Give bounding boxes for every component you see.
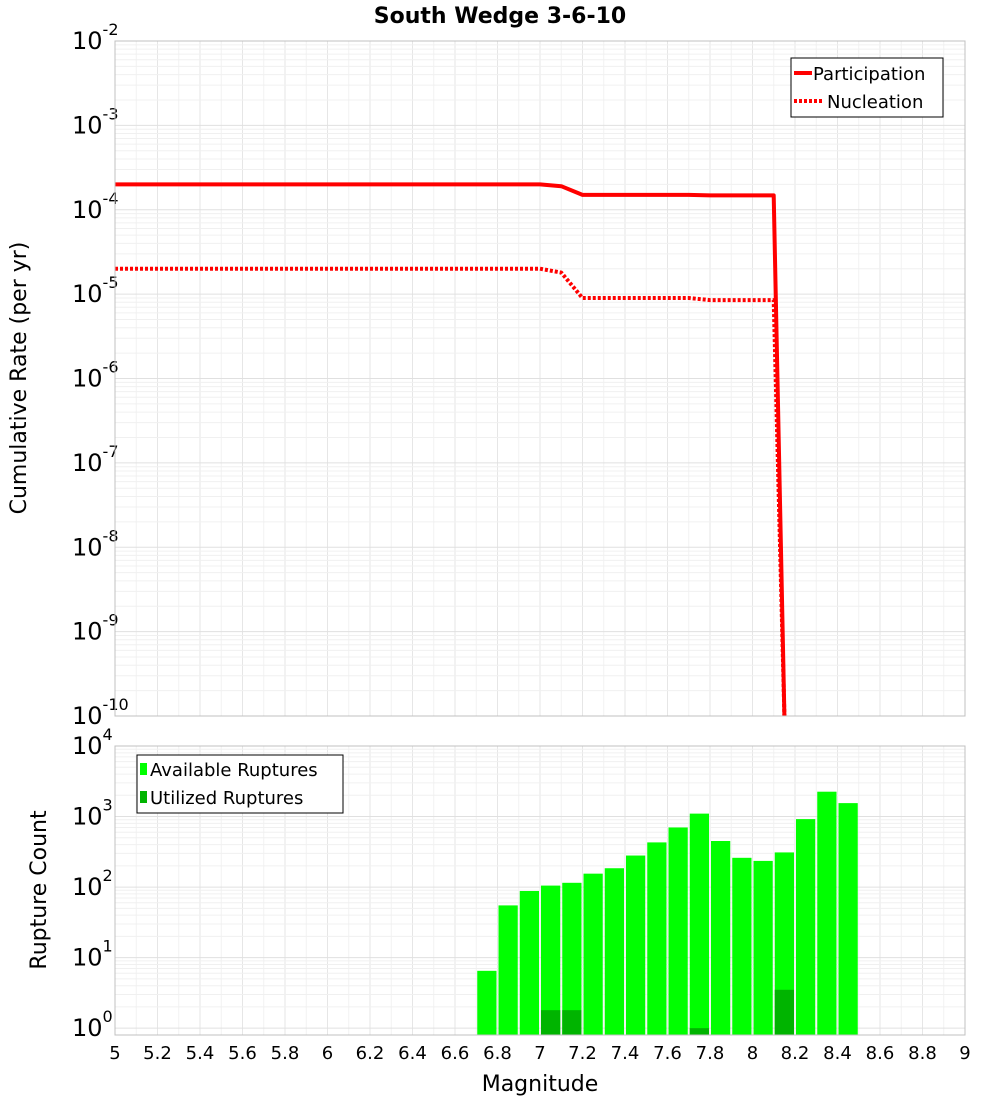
x-tick-label: 5 — [109, 1043, 120, 1064]
available-bar — [626, 855, 646, 1035]
series-line-nucleation — [115, 266, 787, 717]
available-bar — [583, 873, 603, 1035]
bottom-y-tick-label: 104 — [72, 725, 113, 760]
chart-title: South Wedge 3-6-10 — [374, 4, 626, 29]
x-tick-label: 5.6 — [228, 1043, 257, 1064]
available-bar — [647, 842, 667, 1035]
utilized-bar — [562, 1010, 582, 1035]
available-bar — [817, 791, 837, 1035]
utilized-bar — [689, 1028, 709, 1035]
available-bar — [604, 868, 624, 1035]
bottom-y-tick-label: 102 — [72, 866, 113, 901]
x-tick-label: 6.2 — [356, 1043, 385, 1064]
available-bar — [796, 819, 816, 1035]
bottom-y-tick-label: 100 — [72, 1007, 113, 1042]
available-bar — [711, 841, 731, 1035]
top-legend: Participation Nucleation — [790, 57, 944, 118]
bottom-bars — [477, 791, 858, 1035]
x-tick-label: 9 — [959, 1043, 970, 1064]
top-y-tick-label: 10-9 — [72, 611, 119, 646]
top-plot-area — [114, 40, 966, 717]
available-bar — [732, 857, 752, 1035]
top-series-lines — [115, 182, 787, 717]
top-y-tick-label: 10-8 — [72, 526, 119, 561]
available-bar — [838, 803, 858, 1035]
available-bar — [562, 882, 582, 1035]
legend-available-swatch — [140, 763, 147, 775]
x-tick-label: 5.4 — [186, 1043, 215, 1064]
x-tick-label: 8.4 — [823, 1043, 852, 1064]
x-tick-label: 7.4 — [611, 1043, 640, 1064]
top-gridlines — [114, 41, 966, 717]
bottom-y-tick-labels: 100 101 102 103 104 — [72, 725, 113, 1042]
x-tick-label: 8.8 — [908, 1043, 937, 1064]
x-axis-label: Magnitude — [482, 1072, 599, 1097]
x-tick-label: 5.8 — [271, 1043, 300, 1064]
top-legend-box — [790, 57, 944, 118]
bottom-legend: Available Ruptures Utilized Ruptures — [136, 754, 344, 814]
available-bar — [498, 905, 518, 1035]
top-y-tick-label: 10-5 — [72, 273, 119, 308]
available-bar — [668, 827, 688, 1035]
x-tick-label: 7.8 — [696, 1043, 725, 1064]
legend-utilized-label: Utilized Ruptures — [150, 788, 303, 809]
x-tick-label: 6 — [322, 1043, 333, 1064]
available-bar — [689, 813, 709, 1035]
top-y-tick-label: 10-10 — [72, 695, 129, 730]
top-y-tick-label: 10-4 — [72, 189, 119, 224]
x-tick-label: 5.2 — [143, 1043, 172, 1064]
top-y-tick-label: 10-7 — [72, 442, 119, 477]
legend-nucleation-label: Nucleation — [827, 92, 923, 113]
x-tick-label: 6.8 — [483, 1043, 512, 1064]
bottom-plot-area — [114, 745, 966, 1036]
x-tick-label: 7.2 — [568, 1043, 597, 1064]
available-bar — [519, 890, 539, 1035]
legend-available-label: Available Ruptures — [150, 760, 318, 781]
top-y-tick-label: 10-6 — [72, 358, 119, 393]
legend-utilized-swatch — [140, 791, 147, 803]
series-line-participation — [115, 182, 787, 717]
x-tick-label: 8.6 — [866, 1043, 895, 1064]
x-tick-label: 7 — [534, 1043, 545, 1064]
bottom-y-tick-label: 101 — [72, 937, 113, 972]
x-tick-label: 7.6 — [653, 1043, 682, 1064]
bottom-y-axis-label: Rupture Count — [27, 810, 52, 970]
top-y-tick-label: 10-3 — [72, 104, 119, 139]
bottom-legend-box — [136, 754, 344, 814]
x-tick-label: 8 — [747, 1043, 758, 1064]
available-bar — [541, 885, 561, 1035]
utilized-bar — [541, 1010, 561, 1035]
bottom-y-tick-label: 103 — [72, 796, 113, 831]
x-tick-labels: 5 5.2 5.4 5.6 5.8 6 6.2 6.4 6.6 6.8 7 7.2 7.4 7.6 7.8 8… — [109, 1043, 970, 1064]
available-bar — [753, 860, 773, 1035]
legend-participation-label: Participation — [813, 64, 925, 85]
utilized-bar — [774, 989, 794, 1035]
x-tick-label: 8.2 — [781, 1043, 810, 1064]
x-tick-label: 6.4 — [398, 1043, 427, 1064]
top-y-axis-label: Cumulative Rate (per yr) — [7, 242, 32, 515]
top-y-tick-label: 10-2 — [72, 20, 119, 55]
x-tick-label: 6.6 — [441, 1043, 470, 1064]
available-bar — [774, 852, 794, 1035]
available-bar — [477, 970, 497, 1035]
top-y-tick-labels: 10-2 10-3 10-4 10-5 10-6 10-7 10-8 10-9 10-10 — [72, 20, 129, 730]
